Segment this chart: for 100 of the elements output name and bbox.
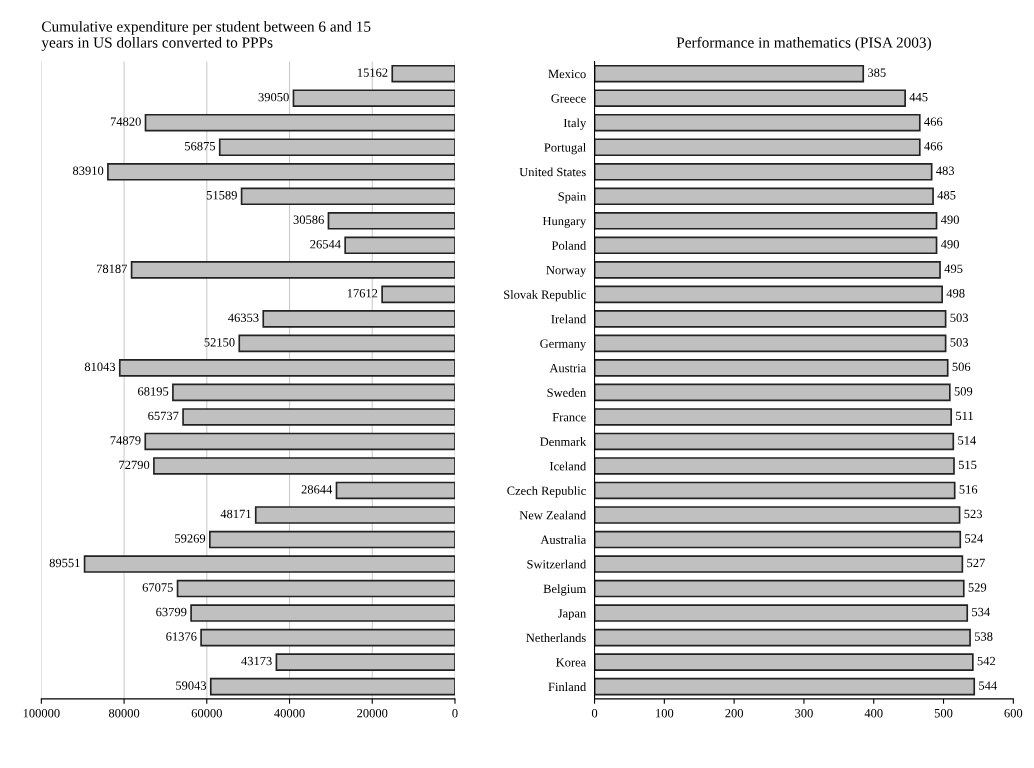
x-tick-label: 0 [591, 708, 598, 718]
y-tick-label: Sweden [547, 388, 587, 397]
data-label: 74820 [110, 117, 141, 126]
data-label: 39050 [258, 92, 289, 102]
y-tick-label: Slovak Republic [504, 290, 586, 302]
data-label: 524 [965, 534, 983, 543]
data-label: 43173 [241, 656, 272, 666]
bar [594, 481, 956, 500]
data-label: 523 [964, 509, 983, 519]
x-tick-label: 400 [864, 708, 883, 718]
data-label: 30586 [293, 215, 324, 224]
x-tick-label: 500 [934, 708, 953, 718]
bar [594, 334, 947, 353]
data-label: 498 [946, 289, 965, 298]
data-label: 48171 [220, 509, 251, 519]
bar [594, 408, 953, 426]
bar [594, 64, 865, 83]
data-label: 466 [924, 141, 943, 151]
bar [594, 211, 938, 230]
bar [381, 285, 455, 304]
data-label: 490 [940, 215, 959, 224]
data-label: 385 [868, 68, 886, 77]
data-label: 61376 [166, 632, 197, 641]
x-tick-label: 40000 [274, 708, 305, 718]
data-label: 81043 [84, 362, 116, 372]
bar [594, 138, 921, 157]
y-tick-label: Mexico [548, 69, 586, 79]
y-tick-label: Australia [540, 535, 587, 544]
y-tick-label: Spain [558, 192, 587, 204]
data-label: 485 [937, 190, 956, 200]
y-tick-label: France [552, 413, 586, 422]
x-tick-label: 300 [795, 708, 813, 718]
data-label: 445 [909, 92, 928, 102]
bar [594, 628, 971, 647]
y-tick-label: Belgium [543, 584, 587, 596]
data-label: 67075 [142, 583, 173, 592]
x-tick-label: 100 [656, 708, 674, 718]
data-label: 503 [950, 338, 969, 347]
bar [594, 261, 941, 279]
x-tick-label: 80000 [108, 708, 140, 718]
y-tick-label: Portugal [544, 142, 586, 155]
data-label: 26544 [310, 240, 341, 249]
x-tick-label: 60000 [191, 708, 222, 718]
y-tick-label: Greece [551, 94, 586, 103]
data-label: 59043 [176, 681, 207, 690]
data-label: 529 [968, 583, 987, 592]
data-label: 511 [956, 411, 973, 421]
data-label: 503 [950, 313, 969, 322]
bar [594, 359, 949, 377]
data-label: 15162 [357, 68, 388, 77]
bar [594, 285, 943, 304]
y-tick-label: Italy [563, 118, 587, 130]
bar [594, 677, 976, 696]
data-label: 483 [936, 166, 955, 175]
bar [594, 187, 934, 206]
bar [391, 64, 455, 83]
y-tick-label: Poland [551, 240, 587, 250]
data-label: 46353 [228, 313, 259, 322]
y-tick-label: Korea [556, 658, 587, 667]
y-tick-label: United States [519, 167, 586, 177]
y-tick-label: Denmark [540, 437, 587, 446]
data-label: 63799 [156, 607, 187, 617]
data-label: 59269 [175, 534, 206, 543]
data-label: 495 [944, 264, 963, 273]
data-label: 514 [958, 436, 977, 445]
bar [594, 530, 962, 549]
x-tick-label: 600 [1004, 708, 1023, 718]
y-tick-label: Finland [548, 682, 587, 692]
bar [594, 310, 947, 328]
data-label: 527 [967, 558, 985, 568]
data-label: 515 [958, 460, 977, 470]
data-label: 28644 [301, 485, 333, 494]
data-label: 534 [972, 607, 990, 617]
data-label: 65737 [148, 411, 179, 421]
bar [594, 653, 974, 671]
data-label: 17612 [347, 289, 378, 298]
data-label: 516 [959, 485, 978, 494]
y-tick-label: Czech Republic [507, 486, 586, 498]
bar [594, 432, 955, 451]
data-label: 544 [979, 681, 997, 690]
y-tick-label: Ireland [551, 314, 587, 324]
y-tick-label: Japan [558, 609, 587, 621]
data-label: 542 [977, 656, 996, 666]
data-label: 56875 [185, 141, 216, 151]
y-tick-label: Iceland [549, 461, 587, 471]
bar [594, 506, 961, 524]
x-tick-label: 100000 [23, 708, 60, 718]
data-label: 83910 [72, 166, 104, 175]
x-tick-label: 20000 [357, 708, 388, 718]
bar [594, 604, 969, 622]
chart-title: Cumulative expenditure per student between 6 and 15 years in US dollars converted to PPPs [41, 20, 371, 51]
y-tick-label: New Zealand [519, 510, 587, 520]
data-label: 490 [940, 240, 959, 249]
data-label: 52150 [204, 338, 235, 347]
bar [594, 457, 955, 475]
bar [594, 383, 951, 402]
data-label: 538 [974, 632, 993, 641]
y-tick-label: Switzerland [527, 559, 587, 569]
x-tick-label: 0 [452, 708, 458, 718]
y-tick-label: Hungary [542, 216, 587, 228]
